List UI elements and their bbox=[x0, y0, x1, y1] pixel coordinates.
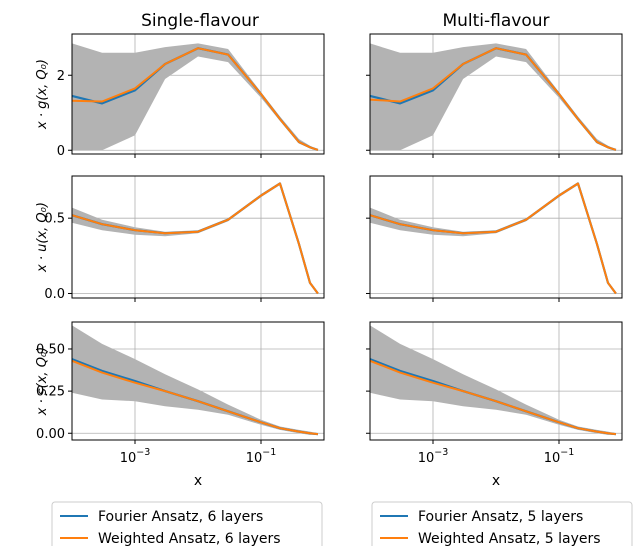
series-line-weighted bbox=[71, 47, 319, 151]
xtick-label-1: 10−1 bbox=[544, 447, 575, 466]
series-line-weighted bbox=[369, 182, 617, 295]
axes-frame bbox=[369, 321, 623, 441]
axes-frame bbox=[369, 33, 623, 155]
ytick-label-1: 2 bbox=[57, 69, 65, 84]
ytick-label-0: 0.00 bbox=[36, 427, 65, 442]
uncertainty-band bbox=[370, 182, 616, 294]
legend-below-left: Fourier Ansatz, 6 layers Weighted Ansatz,… bbox=[51, 501, 323, 546]
legend-entry-0: Fourier Ansatz, 6 layers bbox=[98, 509, 263, 525]
axes-frame bbox=[71, 33, 325, 155]
column-title-single-flavour: Single-flavour bbox=[141, 11, 259, 31]
ylabel-row-0: x · g(x, Q₀) bbox=[35, 59, 50, 130]
ylabel-row-1: x · u(x, Q₀) bbox=[35, 202, 50, 273]
axes-frame bbox=[71, 321, 325, 441]
uncertainty-band bbox=[370, 325, 616, 435]
legend-box bbox=[371, 501, 633, 546]
ytick-label-1: 0.25 bbox=[36, 385, 65, 400]
legend-box bbox=[51, 501, 323, 546]
panel-r0-c1 bbox=[366, 33, 623, 158]
panel-r0-c0: 02 bbox=[57, 33, 325, 159]
panel-r1-c0: 0.0 0.5 bbox=[44, 175, 325, 302]
legends-group: Fourier Ansatz, 6 layers Weighted Ansatz,… bbox=[51, 501, 633, 546]
legend-entry-1: Weighted Ansatz, 5 layers bbox=[418, 531, 601, 546]
series-line-weighted bbox=[71, 182, 319, 295]
column-title-multi-flavour: Multi-flavour bbox=[442, 11, 549, 31]
uncertainty-band bbox=[72, 43, 318, 151]
legend-entry-0: Fourier Ansatz, 5 layers bbox=[418, 509, 583, 525]
series-line-weighted bbox=[71, 359, 319, 436]
ylabel-row-2: x · s(x, Q₀) bbox=[35, 347, 50, 416]
panel-r2-c1: 10−3 10−1 x bbox=[366, 321, 623, 489]
xtick-label-0: 10−3 bbox=[418, 447, 449, 466]
axes-frame bbox=[71, 175, 325, 299]
uncertainty-band bbox=[370, 43, 616, 151]
legend-below-right: Fourier Ansatz, 5 layers Weighted Ansatz,… bbox=[371, 501, 633, 546]
panel-r2-c0: 0.00 0.25 0.50 10−3 10−1 x bbox=[36, 321, 325, 489]
uncertainty-band bbox=[72, 325, 318, 435]
axes-frame bbox=[369, 175, 623, 299]
ytick-label-2: 0.50 bbox=[36, 342, 65, 357]
xlabel: x bbox=[492, 473, 500, 489]
panels-group: x · g(x, Q₀)02x · u(x, Q₀)0.00.5x · s(x,… bbox=[35, 33, 623, 489]
xtick-label-0: 10−3 bbox=[120, 447, 151, 466]
series-line-weighted bbox=[369, 359, 617, 436]
uncertainty-band bbox=[72, 182, 318, 294]
xtick-label-1: 10−1 bbox=[246, 447, 277, 466]
ytick-label-0: 0 bbox=[57, 144, 65, 159]
series-line-weighted bbox=[369, 47, 617, 151]
panel-r1-c1 bbox=[366, 175, 623, 302]
series-line-fourier bbox=[369, 182, 617, 295]
series-line-fourier bbox=[71, 182, 319, 295]
xlabel: x bbox=[194, 473, 202, 489]
ytick-label-1: 0.5 bbox=[44, 212, 65, 227]
legend-entry-1: Weighted Ansatz, 6 layers bbox=[98, 531, 281, 546]
ytick-label-0: 0.0 bbox=[44, 287, 65, 302]
